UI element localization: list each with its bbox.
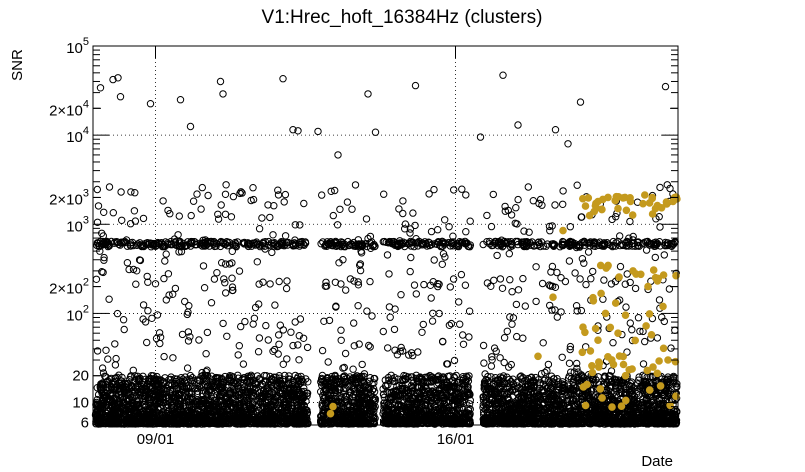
open-data-point — [280, 412, 289, 420]
open-data-point — [173, 375, 181, 383]
open-data-point — [272, 406, 281, 414]
y-axis-label: SNR — [9, 49, 26, 81]
open-data-point — [153, 375, 161, 383]
x-axis-label: Date — [641, 453, 673, 470]
chart-title: V1:Hrec_hoft_16384Hz (clusters) — [262, 7, 543, 28]
open-data-point — [231, 386, 239, 394]
open-data-point — [295, 377, 303, 386]
open-data-point — [195, 377, 203, 385]
